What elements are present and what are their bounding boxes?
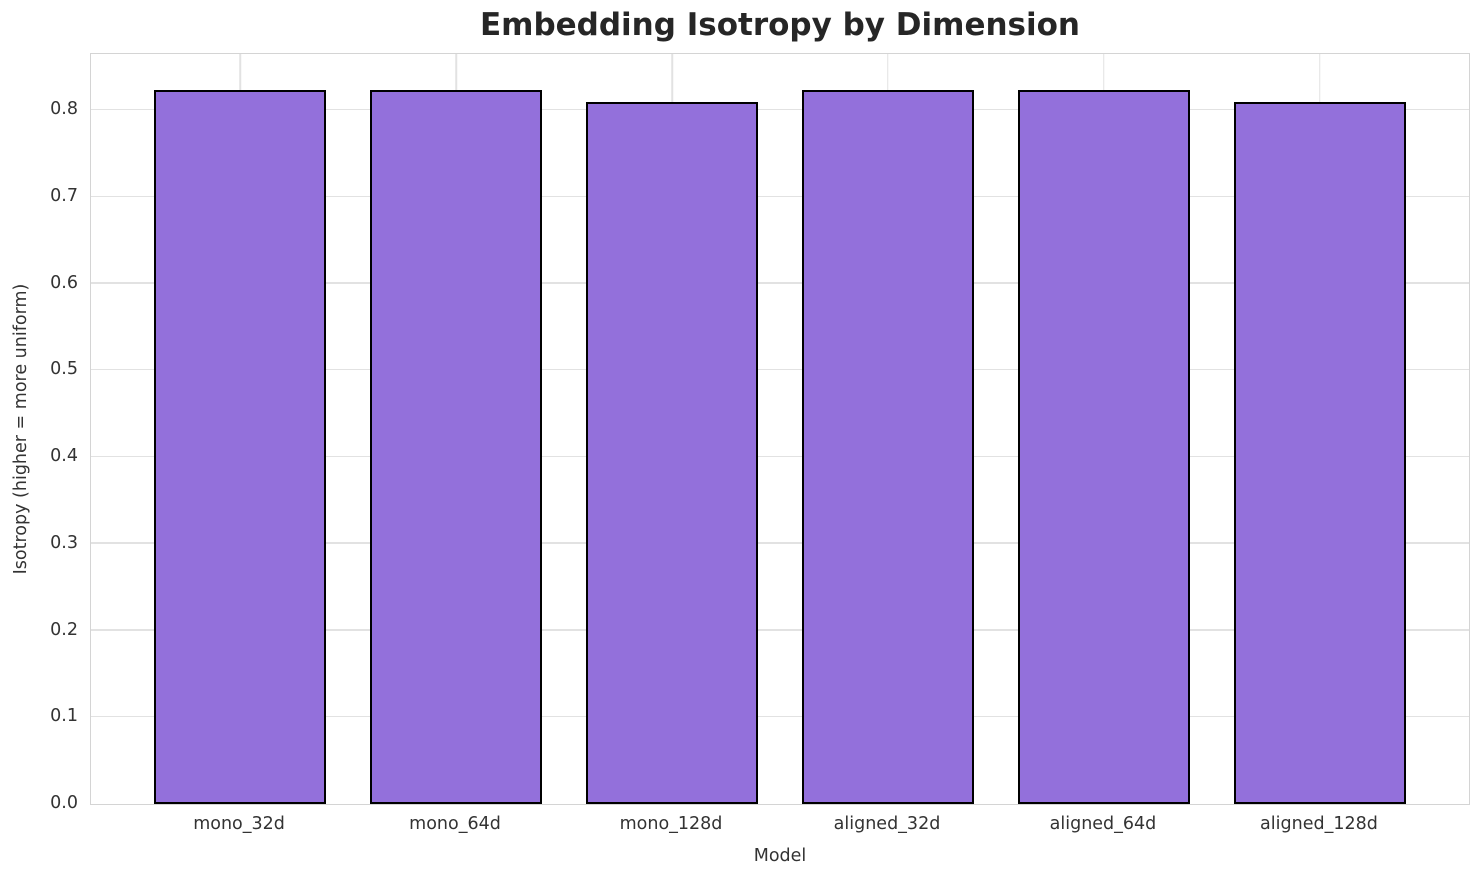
y-tick-label: 0.8	[50, 99, 78, 120]
x-tick-label: aligned_128d	[1260, 814, 1378, 834]
x-axis-label: Model	[753, 846, 807, 866]
x-tick-label: mono_32d	[193, 814, 285, 834]
bars-layer	[91, 54, 1469, 804]
y-tick-label: 0.4	[50, 446, 78, 467]
y-gridline	[91, 542, 1469, 544]
y-gridline	[91, 715, 1469, 718]
y-gridline	[91, 108, 1469, 111]
x-axis-ticks: mono_32d mono_64d mono_128d aligned_32d alig…	[90, 814, 1470, 840]
x-tick-label: mono_128d	[619, 814, 723, 834]
y-tick-label: 0.2	[50, 619, 78, 640]
y-tick-label: 0.0	[50, 793, 78, 813]
bar-aligned_32d	[801, 89, 975, 804]
y-tick-label: 0.3	[50, 532, 78, 553]
x-tick-label: aligned_64d	[1049, 814, 1157, 834]
y-gridline	[91, 455, 1469, 458]
x-tick-label: mono_64d	[409, 814, 501, 834]
y-gridline	[91, 368, 1469, 371]
y-gridline	[91, 195, 1469, 198]
y-gridline	[91, 282, 1469, 284]
bar-mono_128d	[585, 101, 759, 804]
bar-mono_64d	[369, 89, 543, 804]
y-tick-label: 0.1	[50, 706, 78, 727]
y-axis-ticks: 0.0 0.1 0.2 0.3 0.4 0.5 0.6 0.7 0.8	[0, 53, 90, 813]
y-tick-label: 0.7	[50, 186, 78, 207]
chart-title: Embedding Isotropy by Dimension	[479, 7, 1081, 43]
bar-aligned_128d	[1233, 101, 1407, 804]
y-tick-label: 0.5	[50, 359, 78, 380]
y-tick-label: 0.6	[50, 272, 78, 293]
y-gridline	[91, 629, 1469, 631]
x-tick-label: aligned_32d	[833, 814, 941, 834]
plot-area	[90, 53, 1470, 805]
bar-mono_32d	[153, 89, 327, 804]
bar-aligned_64d	[1017, 89, 1191, 804]
